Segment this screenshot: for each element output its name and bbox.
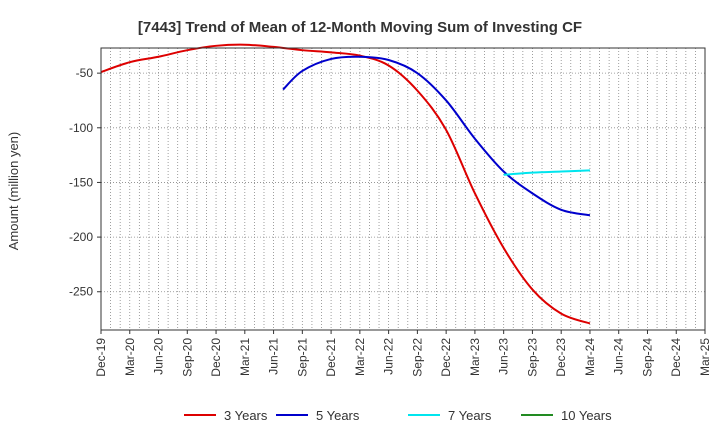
series-line-3-years — [100, 43, 591, 325]
x-tick-label: Sep-21 — [295, 338, 309, 377]
series-line-5-years — [282, 55, 591, 217]
x-tick-label: Jun-23 — [497, 338, 511, 375]
grid — [101, 48, 705, 330]
x-tick-label: Jun-22 — [382, 338, 396, 375]
legend-label-3-years: 3 Years — [224, 408, 268, 423]
x-tick-label: Dec-19 — [94, 338, 108, 377]
legend-label-10-years: 10 Years — [561, 408, 612, 423]
series-line-7-years — [503, 169, 590, 176]
y-axis-label: Amount (million yen) — [6, 132, 21, 251]
legend-label-5-years: 5 Years — [316, 408, 360, 423]
x-tick-label: Dec-23 — [554, 338, 568, 377]
x-tick-label: Mar-24 — [583, 338, 597, 376]
y-tick-label: -150 — [69, 175, 93, 189]
x-tick-label: Dec-24 — [669, 338, 683, 377]
x-tick-label: Jun-20 — [152, 338, 166, 375]
chart-title: [7443] Trend of Mean of 12-Month Moving … — [138, 19, 582, 36]
x-tick-label: Dec-20 — [209, 338, 223, 377]
legend-label-7-years: 7 Years — [448, 408, 492, 423]
plot-frame — [100, 47, 706, 331]
x-axis: Dec-19 Mar-20 Jun-20 Sep-20 Dec-20 Mar-21 Jun-… — [94, 330, 712, 377]
x-tick-label: Mar-22 — [353, 338, 367, 376]
legend: 3 Years 5 Years 7 Years 10 Years — [184, 408, 612, 423]
y-tick-label: -100 — [69, 121, 93, 135]
x-tick-label: Jun-21 — [267, 338, 281, 375]
series-group — [100, 43, 591, 325]
x-tick-label: Mar-21 — [238, 338, 252, 376]
y-axis: -50 -100 -150 -200 -250 — [69, 66, 101, 299]
x-tick-label: Mar-25 — [698, 338, 712, 376]
x-tick-label: Sep-20 — [180, 338, 194, 377]
y-tick-label: -50 — [76, 66, 94, 80]
x-tick-label: Sep-22 — [410, 338, 424, 377]
x-tick-label: Sep-23 — [525, 338, 539, 377]
x-tick-label: Mar-20 — [123, 338, 137, 376]
x-tick-label: Dec-22 — [439, 338, 453, 377]
y-tick-label: -200 — [69, 230, 93, 244]
x-tick-label: Dec-21 — [324, 338, 338, 377]
x-tick-label: Sep-24 — [640, 338, 654, 377]
x-tick-label: Jun-24 — [612, 338, 626, 375]
y-tick-label: -250 — [69, 285, 93, 299]
x-tick-label: Mar-23 — [468, 338, 482, 376]
